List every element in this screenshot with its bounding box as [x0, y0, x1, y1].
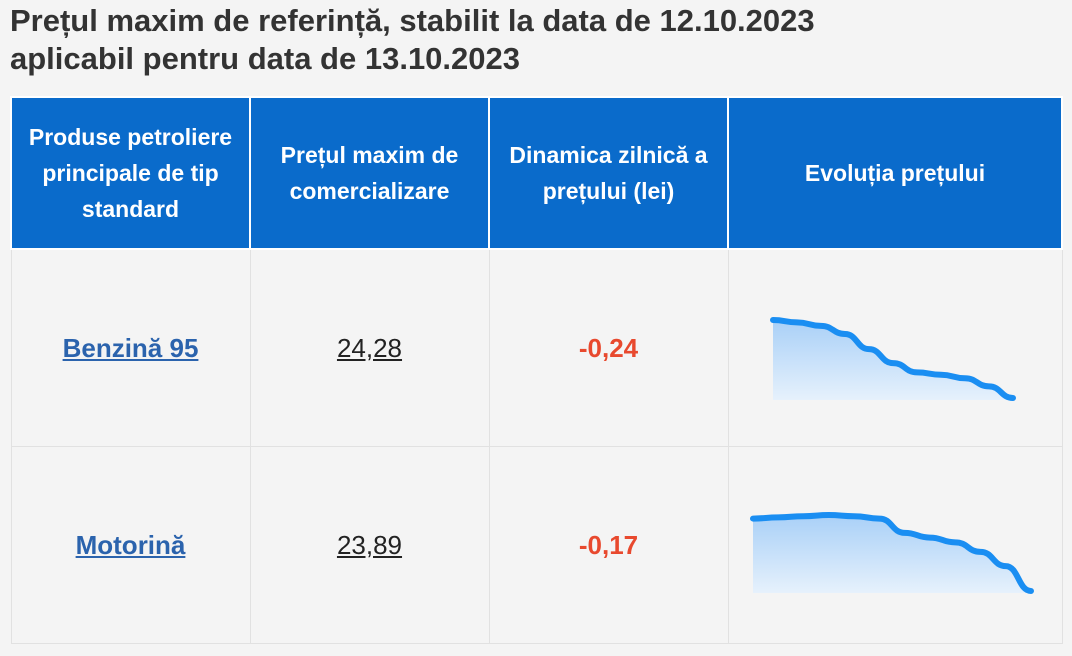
sparkline-line: [769, 317, 1016, 401]
header-max-price: Prețul maxim de comercializare: [249, 96, 490, 250]
sparkline-line: [749, 512, 1034, 594]
page-title: Prețul maxim de referință, stabilit la d…: [10, 2, 1060, 78]
cell-change: -0,24: [488, 248, 729, 447]
daily-change-value: -0,24: [578, 332, 639, 363]
page-title-line-1: Prețul maxim de referință, stabilit la d…: [10, 3, 815, 38]
price-value[interactable]: 24,28: [336, 332, 403, 363]
sparkline-area: [772, 320, 1013, 400]
cell-change: -0,17: [488, 446, 729, 644]
cell-product: Benzină 95: [10, 248, 251, 447]
product-link-benzina-95[interactable]: Benzină 95: [62, 332, 199, 363]
product-link-motorina[interactable]: Motorină: [75, 529, 186, 560]
fuel-price-table: Produse petroliere principale de tip sta…: [10, 96, 1063, 644]
price-trend-sparkline: [769, 317, 1016, 401]
header-product: Produse petroliere principale de tip sta…: [10, 96, 251, 250]
price-trend-sparkline: [749, 512, 1034, 594]
price-value[interactable]: 23,89: [336, 529, 403, 560]
cell-trend: [727, 248, 1063, 447]
cell-product: Motorină: [10, 446, 251, 644]
page-title-line-2: aplicabil pentru data de 13.10.2023: [10, 41, 521, 76]
daily-change-value: -0,17: [578, 529, 639, 560]
table-row: Motorină 23,89 -0,17: [10, 446, 1063, 644]
table-header-row: Produse petroliere principale de tip sta…: [10, 96, 1063, 250]
table-row: Benzină 95 24,28 -0,24: [10, 248, 1063, 447]
cell-price: 24,28: [249, 248, 490, 447]
header-daily-change: Dinamica zilnică a prețului (lei): [488, 96, 729, 250]
sparkline-area: [752, 515, 1031, 593]
cell-price: 23,89: [249, 446, 490, 644]
cell-trend: [727, 446, 1063, 644]
header-price-evolution: Evoluția prețului: [727, 96, 1063, 250]
